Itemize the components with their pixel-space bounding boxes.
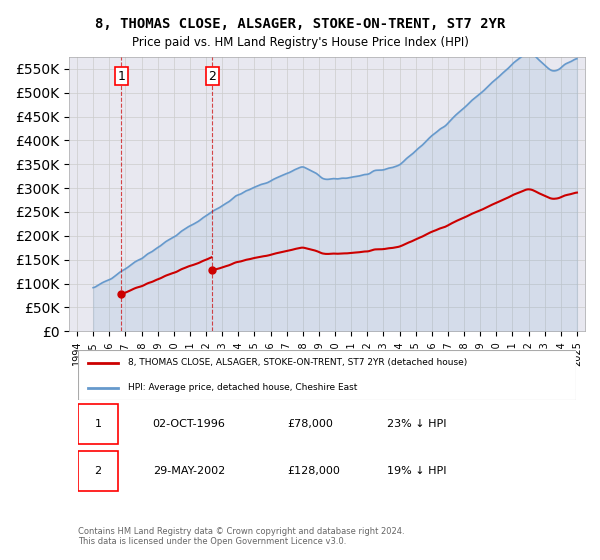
Text: HPI: Average price, detached house, Cheshire East: HPI: Average price, detached house, Ches… — [128, 383, 357, 393]
Text: 02-OCT-1996: 02-OCT-1996 — [152, 419, 226, 429]
Text: 23% ↓ HPI: 23% ↓ HPI — [387, 419, 446, 429]
Text: 2: 2 — [94, 466, 101, 476]
FancyBboxPatch shape — [78, 350, 576, 400]
FancyBboxPatch shape — [78, 404, 118, 444]
FancyBboxPatch shape — [78, 451, 118, 491]
Text: Price paid vs. HM Land Registry's House Price Index (HPI): Price paid vs. HM Land Registry's House … — [131, 36, 469, 49]
Text: 19% ↓ HPI: 19% ↓ HPI — [387, 466, 446, 476]
Text: 8, THOMAS CLOSE, ALSAGER, STOKE-ON-TRENT, ST7 2YR: 8, THOMAS CLOSE, ALSAGER, STOKE-ON-TRENT… — [95, 17, 505, 31]
Text: Contains HM Land Registry data © Crown copyright and database right 2024.
This d: Contains HM Land Registry data © Crown c… — [78, 526, 404, 546]
Text: 29-MAY-2002: 29-MAY-2002 — [152, 466, 225, 476]
Text: 8, THOMAS CLOSE, ALSAGER, STOKE-ON-TRENT, ST7 2YR (detached house): 8, THOMAS CLOSE, ALSAGER, STOKE-ON-TRENT… — [128, 358, 467, 367]
Text: £128,000: £128,000 — [287, 466, 340, 476]
Text: 2: 2 — [209, 69, 217, 82]
Text: £78,000: £78,000 — [287, 419, 333, 429]
Text: 1: 1 — [94, 419, 101, 429]
Text: 1: 1 — [118, 69, 125, 82]
